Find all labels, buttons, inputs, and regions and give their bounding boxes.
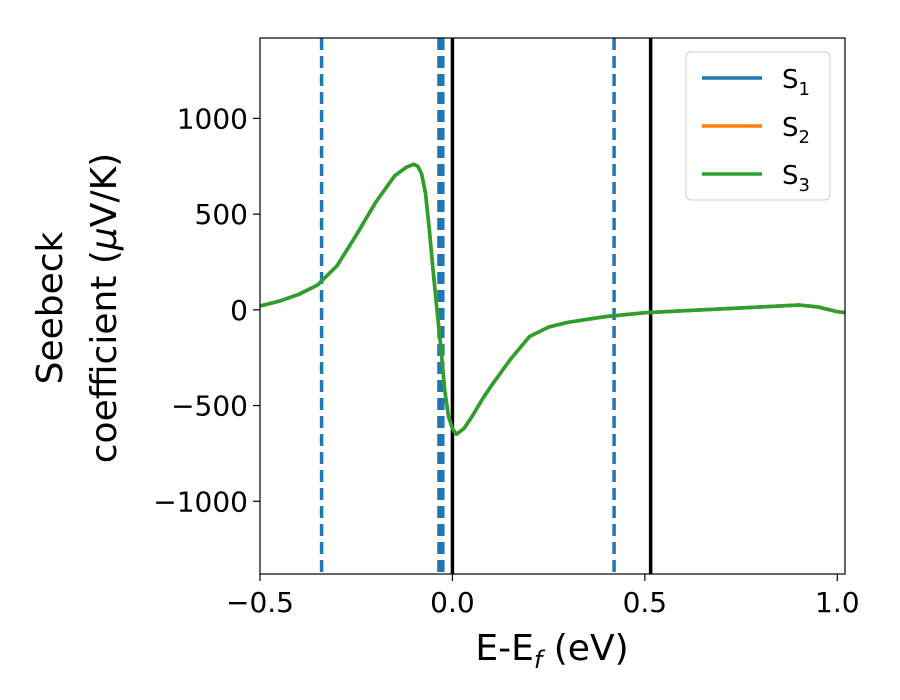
- x-tick-label: 1.0: [815, 586, 860, 619]
- y-axis-label-line2: coefficient (μV/K): [84, 153, 125, 463]
- y-tick-label: −1000: [153, 485, 248, 518]
- y-tick-label: 0: [230, 294, 248, 327]
- y-tick-label: 1000: [177, 102, 248, 135]
- legend-label-S1: S1: [782, 65, 810, 100]
- legend-label-S3: S3: [782, 161, 810, 196]
- x-tick-label: 0.5: [623, 586, 668, 619]
- legend: S1 S2 S3: [685, 51, 831, 201]
- y-tick-label: 500: [195, 198, 248, 231]
- legend-label-S2: S2: [782, 113, 810, 148]
- x-axis-label: E-Ef (eV): [475, 628, 628, 674]
- plot-frame: [259, 37, 846, 575]
- x-axis-ticks: −0.5 0.0 0.5 1.0: [226, 574, 860, 619]
- vertical-lines: [319, 38, 653, 574]
- y-tick-label: −500: [171, 390, 248, 423]
- y-axis-label-line1: Seebeck: [30, 231, 71, 384]
- series-lines: [260, 162, 845, 437]
- y-axis-ticks: −1000 −500 0 500 1000: [153, 102, 260, 518]
- series-line-S3: [260, 162, 845, 437]
- series-line-S2: [260, 162, 845, 437]
- y-axis-label: Seebeck coefficient (μV/K): [30, 153, 125, 463]
- x-tick-label: −0.5: [226, 586, 294, 619]
- x-tick-label: 0.0: [430, 586, 475, 619]
- series-line-S1: [260, 162, 845, 437]
